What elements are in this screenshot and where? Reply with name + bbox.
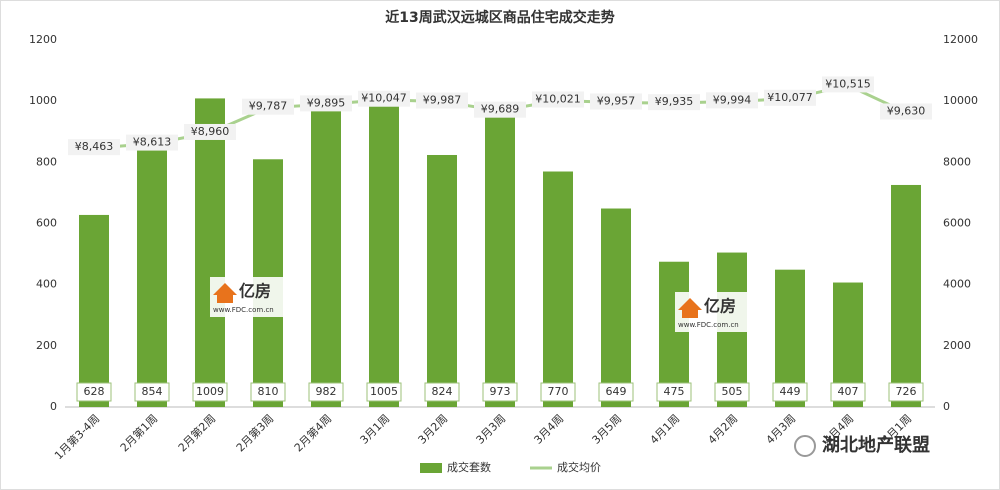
data-label-box xyxy=(590,93,642,110)
data-label: ¥8,463 xyxy=(75,140,114,153)
chart-title: 近13周武汉远城区商品住宅成交走势 xyxy=(385,9,614,26)
data-label: 770 xyxy=(548,385,569,398)
bar xyxy=(485,109,515,407)
watermark-icon xyxy=(678,298,702,318)
legend-label: 成交套数 xyxy=(447,460,491,474)
data-label-box xyxy=(242,98,294,115)
y2-tick-label: 8000 xyxy=(943,155,971,168)
data-label: 726 xyxy=(896,385,917,398)
bar xyxy=(137,145,167,407)
y-tick-label: 1000 xyxy=(29,94,57,107)
data-label: ¥10,021 xyxy=(535,93,581,106)
data-label: ¥9,787 xyxy=(249,100,288,113)
legend-swatch xyxy=(420,463,442,473)
data-label-box xyxy=(192,382,228,402)
bar xyxy=(601,208,631,407)
data-label: ¥9,689 xyxy=(481,103,520,116)
data-label-box xyxy=(68,139,120,156)
data-label-box xyxy=(134,382,170,402)
data-label: 449 xyxy=(780,385,801,398)
data-label: ¥9,630 xyxy=(887,104,926,117)
y-tick-label: 200 xyxy=(36,339,57,352)
data-label: 505 xyxy=(722,385,743,398)
watermark-brand: 湖北地产联盟 xyxy=(822,434,930,456)
data-label: ¥8,613 xyxy=(133,136,172,149)
y-tick-label: 400 xyxy=(36,278,57,291)
data-label-box xyxy=(126,134,178,151)
bar xyxy=(369,99,399,407)
y2-tick-label: 4000 xyxy=(943,278,971,291)
data-label: 1009 xyxy=(196,385,224,398)
data-label-box xyxy=(648,94,700,111)
data-label-box xyxy=(482,382,518,402)
data-label: 810 xyxy=(258,385,279,398)
data-label-box xyxy=(540,382,576,402)
data-label-box xyxy=(706,92,758,109)
data-label-box xyxy=(772,382,808,402)
y-tick-label: 800 xyxy=(36,155,57,168)
data-label-box xyxy=(822,76,874,93)
legend-label: 成交均价 xyxy=(557,460,601,474)
data-label-box xyxy=(300,95,352,112)
data-label: ¥9,935 xyxy=(655,95,694,108)
y2-tick-label: 6000 xyxy=(943,217,971,230)
bar xyxy=(543,171,573,407)
bar xyxy=(79,214,109,407)
data-label: 854 xyxy=(142,385,163,398)
watermark-logo xyxy=(794,435,816,457)
watermark-text: 亿房 xyxy=(704,297,736,316)
y2-tick-label: 12000 xyxy=(943,33,978,46)
bar xyxy=(311,106,341,408)
data-label-box xyxy=(474,101,526,118)
watermark-url: www.FDC.com.cn xyxy=(678,321,739,329)
y2-tick-label: 0 xyxy=(943,400,950,413)
bar xyxy=(427,154,457,407)
data-label: 407 xyxy=(838,385,859,398)
data-label-box xyxy=(598,382,634,402)
data-label-box xyxy=(250,382,286,402)
data-label: ¥10,047 xyxy=(361,92,407,105)
data-label-box xyxy=(366,382,402,402)
watermark-icon xyxy=(213,283,237,303)
data-label-box xyxy=(764,89,816,106)
y-tick-label: 600 xyxy=(36,217,57,230)
data-label-box xyxy=(888,382,924,402)
data-label: 649 xyxy=(606,385,627,398)
y2-tick-label: 10000 xyxy=(943,94,978,107)
y-tick-label: 0 xyxy=(50,400,57,413)
bar xyxy=(195,98,225,407)
data-label: 973 xyxy=(490,385,511,398)
data-label-box xyxy=(424,382,460,402)
data-label: 824 xyxy=(432,385,453,398)
bar xyxy=(891,184,921,407)
data-label: ¥9,987 xyxy=(423,94,462,107)
data-label: ¥10,515 xyxy=(825,77,871,90)
data-label-box xyxy=(880,103,932,120)
data-label-box xyxy=(184,123,236,140)
y2-tick-label: 2000 xyxy=(943,339,971,352)
data-label: ¥9,994 xyxy=(713,93,752,106)
data-label: ¥10,077 xyxy=(767,91,813,104)
data-label-box xyxy=(416,92,468,109)
watermark-url: www.FDC.com.cn xyxy=(213,306,274,314)
data-label-box xyxy=(358,90,410,107)
data-label-box xyxy=(714,382,750,402)
data-label: 475 xyxy=(664,385,685,398)
data-label: 982 xyxy=(316,385,337,398)
data-label-box xyxy=(830,382,866,402)
data-label: 628 xyxy=(84,385,105,398)
data-label-box xyxy=(76,382,112,402)
data-label-box xyxy=(656,382,692,402)
data-label-box xyxy=(308,382,344,402)
data-label: ¥8,960 xyxy=(191,125,230,138)
y-tick-label: 1200 xyxy=(29,33,57,46)
watermark-text: 亿房 xyxy=(239,282,271,301)
data-label: ¥9,957 xyxy=(597,94,636,107)
data-label: 1005 xyxy=(370,385,398,398)
data-label: ¥9,895 xyxy=(307,96,346,109)
data-label-box xyxy=(532,91,584,108)
